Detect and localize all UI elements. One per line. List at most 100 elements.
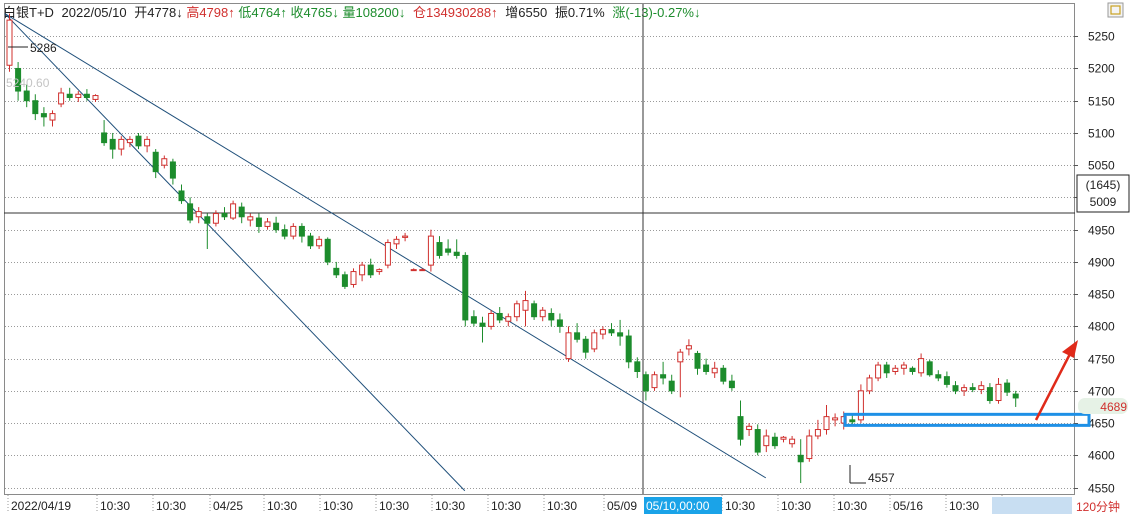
candle: [445, 239, 452, 256]
y-tick-label: 4850: [1088, 288, 1115, 302]
candle: [152, 149, 159, 179]
candle: [513, 300, 520, 322]
candle: [427, 229, 434, 272]
candle: [677, 348, 684, 398]
oi-change-label: 增: [505, 5, 518, 20]
candle: [290, 223, 297, 240]
candle: [634, 357, 641, 378]
candle: [333, 261, 340, 279]
current-price-label: 4689: [1078, 398, 1128, 414]
candle: [15, 62, 22, 101]
volume-label: 量: [343, 5, 356, 20]
candle: [316, 236, 323, 249]
candle: [685, 339, 692, 356]
low-marker-label: 4557: [868, 471, 895, 485]
y-tick-label: 5100: [1088, 127, 1115, 141]
candle: [883, 361, 890, 378]
candle: [978, 381, 985, 395]
candle: [49, 110, 56, 127]
candle: [642, 371, 649, 401]
y-tick-label: 4950: [1088, 224, 1115, 238]
amplitude-label: 振: [555, 5, 568, 20]
high-marker-label: 5286: [30, 41, 57, 55]
candle: [1004, 379, 1011, 396]
settings-icon[interactable]: [1107, 2, 1124, 18]
top-left-value: 5240.60: [6, 76, 50, 90]
x-tick-label: 10:30: [435, 499, 465, 513]
candle: [763, 429, 770, 453]
candle: [668, 374, 675, 395]
x-tick-label: 10:30: [725, 499, 755, 513]
high-arrow: ↑: [228, 5, 235, 20]
candle: [359, 261, 366, 282]
candle: [548, 308, 555, 327]
candle: [814, 419, 821, 440]
plot-frame: [4, 3, 1075, 495]
high-label: 高: [186, 5, 199, 20]
candle: [264, 218, 271, 230]
y-tick-label: 4800: [1088, 320, 1115, 334]
cursor-time-label: 05/10,00:00: [644, 497, 722, 514]
y-tick-label: 4750: [1088, 353, 1115, 367]
candle: [694, 350, 701, 375]
candle: [1012, 390, 1019, 407]
candle: [178, 184, 185, 204]
candle: [556, 313, 563, 333]
candle: [307, 232, 314, 249]
high-value: 4798: [199, 5, 228, 20]
candle: [539, 307, 546, 322]
candle: [591, 329, 598, 353]
change-label: 涨: [612, 5, 625, 20]
close-value: 4765: [303, 5, 332, 20]
volume-value: 108200: [356, 5, 399, 20]
candle: [169, 158, 176, 185]
x-axis: 2022/04/19 10:30 10:30 04/25 10:30 10:30 10:30…: [7, 495, 1035, 513]
candles: [6, 13, 1019, 484]
candle: [23, 84, 30, 108]
candle: [255, 213, 262, 233]
x-tick-label: 2022/04/19: [11, 499, 71, 513]
candle: [238, 202, 245, 224]
chart-header: 白银T+D 2022/05/10 开4778↓ 高4798↑ 低4764↑ 收4…: [3, 5, 700, 20]
candle: [900, 361, 907, 375]
candle: [728, 374, 735, 391]
candle: [393, 236, 400, 249]
x-tick-label: 10:30: [323, 499, 353, 513]
candle: [75, 91, 82, 102]
candle: [986, 383, 993, 404]
candle: [118, 136, 125, 156]
candle: [92, 94, 99, 102]
cursor-time: 05/10,00:00: [646, 499, 710, 513]
low-label: 低: [238, 5, 251, 20]
oi-label: 仓: [413, 5, 426, 20]
y-tick-label: 5050: [1088, 159, 1115, 173]
candle: [341, 271, 348, 289]
candle: [230, 200, 237, 220]
y-tick-label: 5250: [1088, 30, 1115, 44]
close-arrow: ↓: [332, 5, 339, 20]
candle: [866, 374, 873, 395]
x-tick-label: 10:30: [267, 499, 297, 513]
candle: [212, 210, 219, 227]
candle: [599, 326, 606, 340]
candle: [40, 107, 47, 127]
highlight-box: [843, 412, 1091, 427]
period-label[interactable]: 120分钟: [1076, 499, 1120, 514]
cursor-price-label: (1645) 5009: [1076, 174, 1130, 213]
candle: [462, 252, 469, 327]
x-tick-label: 10:30: [491, 499, 521, 513]
candle: [204, 213, 211, 249]
candle: [350, 268, 357, 288]
candle: [918, 353, 925, 377]
candle: [522, 290, 529, 327]
candle: [161, 155, 168, 169]
candle: [367, 258, 374, 279]
candle: [771, 432, 778, 449]
highlight-zone: [843, 412, 1091, 427]
candle: [419, 268, 426, 272]
low-marker: 4557: [849, 465, 895, 485]
candle: [943, 371, 950, 388]
candle: [926, 359, 933, 377]
candle: [995, 377, 1002, 404]
